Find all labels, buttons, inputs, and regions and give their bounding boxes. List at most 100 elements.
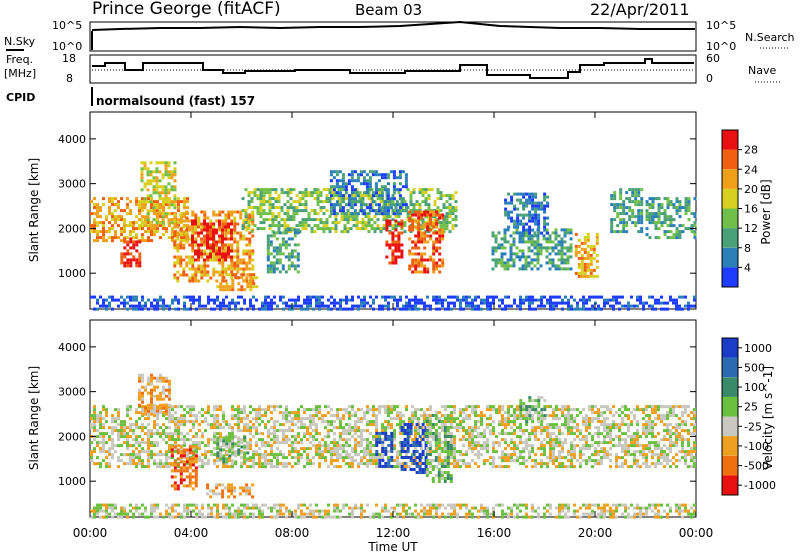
- power-data-cell: [391, 227, 395, 231]
- velocity-data-cell: [183, 444, 186, 448]
- power-data-cell: [281, 252, 285, 256]
- power-data-cell: [203, 240, 206, 244]
- velocity-data-cell: [273, 465, 276, 469]
- velocity-data-cell: [459, 450, 462, 454]
- velocity-data-cell: [180, 420, 183, 424]
- power-data-cell: [126, 203, 129, 207]
- velocity-data-cell: [477, 435, 480, 439]
- power-data-cell: [287, 258, 291, 262]
- power-data-cell: [155, 161, 159, 165]
- power-data-cell: [404, 173, 408, 177]
- power-data-cell: [346, 227, 350, 231]
- power-data-cell: [471, 301, 474, 305]
- power-data-cell: [233, 240, 237, 244]
- power-data-cell: [236, 240, 240, 244]
- power-data-cell: [350, 206, 354, 210]
- power-data-cell: [619, 191, 623, 195]
- power-data-cell: [435, 249, 439, 253]
- power-data-cell: [586, 265, 590, 269]
- power-data-cell: [546, 204, 550, 208]
- velocity-data-cell: [273, 438, 276, 442]
- power-data-cell: [417, 240, 421, 244]
- velocity-data-cell: [294, 417, 297, 421]
- power-data-cell: [221, 234, 224, 238]
- power-data-cell: [545, 249, 549, 253]
- power-data-cell: [414, 225, 418, 229]
- power-data-cell: [409, 191, 413, 195]
- power-data-cell: [250, 197, 254, 201]
- velocity-data-cell: [306, 447, 309, 451]
- power-data-cell: [503, 246, 507, 250]
- power-data-cell: [519, 304, 522, 308]
- power-data-cell: [259, 188, 263, 192]
- velocity-data-cell: [393, 408, 396, 412]
- velocity-data-cell: [90, 459, 93, 463]
- velocity-data-cell: [105, 420, 108, 424]
- power-data-cell: [165, 230, 168, 234]
- power-data-cell: [176, 255, 180, 259]
- power-data-cell: [120, 218, 123, 222]
- velocity-data-cell: [360, 408, 363, 412]
- power-data-cell: [275, 246, 279, 250]
- power-data-cell: [228, 285, 232, 289]
- velocity-data-cell: [249, 447, 252, 451]
- power-data-cell: [516, 207, 520, 211]
- power-data-cell: [672, 301, 675, 305]
- power-data-cell: [370, 203, 374, 207]
- velocity-data-cell: [453, 426, 456, 430]
- velocity-data-cell: [459, 414, 462, 418]
- velocity-data-cell: [450, 411, 453, 415]
- power-data-cell: [397, 234, 401, 238]
- power-data-cell: [631, 212, 635, 216]
- power-data-cell: [592, 244, 596, 248]
- power-data-cell: [328, 227, 332, 231]
- power-data-cell: [377, 173, 381, 177]
- velocity-data-cell: [348, 462, 351, 466]
- velocity-data-cell: [504, 447, 507, 451]
- velocity-data-cell: [393, 435, 396, 439]
- power-data-cell: [277, 197, 281, 201]
- power-data-cell: [385, 222, 389, 226]
- power-data-cell: [191, 255, 195, 259]
- power-data-cell: [123, 264, 127, 268]
- power-data-cell: [366, 301, 369, 305]
- power-data-cell: [197, 219, 201, 223]
- power-data-cell: [138, 255, 142, 259]
- power-data-cell: [215, 279, 219, 283]
- power-data-cell: [549, 298, 552, 302]
- power-data-cell: [438, 237, 442, 241]
- velocity-data-cell: [414, 435, 417, 439]
- velocity-data-cell: [168, 444, 171, 448]
- power-data-cell: [336, 301, 339, 305]
- power-data-cell: [287, 264, 291, 268]
- power-data-cell: [171, 298, 174, 302]
- power-data-cell: [295, 212, 299, 216]
- velocity-data-cell: [339, 435, 342, 439]
- power-data-cell: [622, 218, 626, 222]
- power-data-cell: [278, 258, 282, 262]
- power-colorbar-tick-label: 16: [744, 203, 758, 216]
- power-data-cell: [185, 255, 189, 259]
- velocity-data-cell: [258, 447, 261, 451]
- power-data-cell: [509, 243, 513, 247]
- power-data-cell: [251, 252, 255, 256]
- power-data-cell: [442, 218, 446, 222]
- power-data-cell: [404, 179, 408, 183]
- power-data-cell: [176, 270, 180, 274]
- power-data-cell: [510, 195, 514, 199]
- power-data-cell: [247, 191, 251, 195]
- power-data-cell: [606, 301, 609, 305]
- power-data-cell: [249, 304, 252, 308]
- power-data-cell: [262, 218, 266, 222]
- velocity-data-cell: [261, 414, 264, 418]
- velocity-data-cell: [264, 426, 267, 430]
- power-data-cell: [503, 228, 507, 232]
- velocity-data-cell: [438, 459, 441, 463]
- power-data-cell: [242, 219, 246, 223]
- power-data-cell: [179, 243, 183, 247]
- velocity-data-cell: [216, 432, 219, 436]
- velocity-data-cell: [96, 414, 99, 418]
- power-data-cell: [272, 249, 276, 253]
- power-data-cell: [347, 194, 351, 198]
